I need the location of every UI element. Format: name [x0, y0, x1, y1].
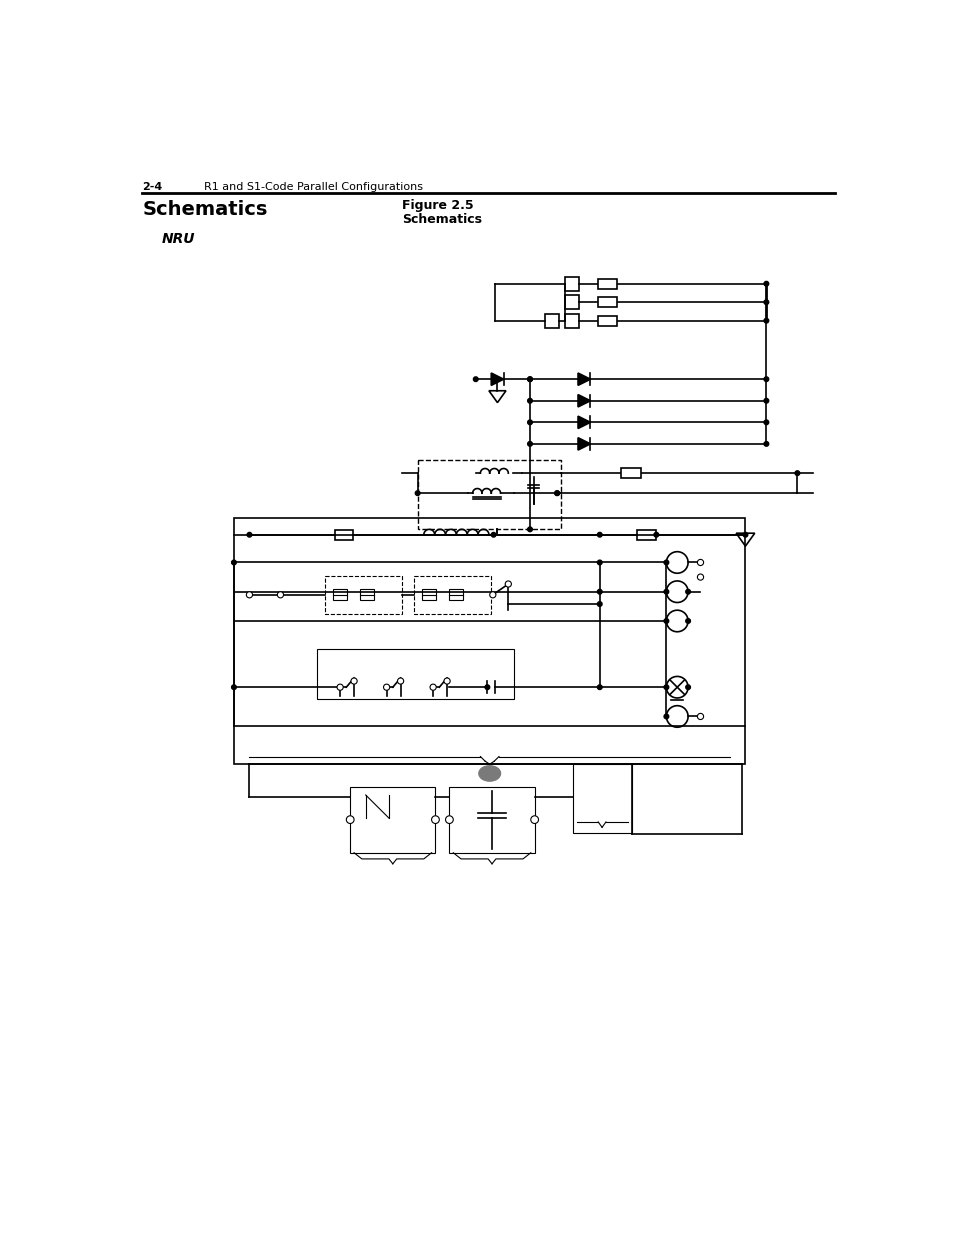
Circle shape	[232, 561, 236, 564]
Circle shape	[443, 678, 450, 684]
Circle shape	[763, 442, 768, 446]
Circle shape	[527, 377, 532, 382]
Circle shape	[346, 816, 354, 824]
Circle shape	[685, 589, 690, 594]
Bar	[620, 468, 640, 478]
Polygon shape	[491, 373, 503, 385]
Circle shape	[763, 319, 768, 324]
Bar	[598, 316, 617, 326]
Circle shape	[527, 377, 532, 382]
Bar	[564, 295, 578, 309]
Circle shape	[742, 532, 747, 537]
Circle shape	[794, 471, 799, 475]
Circle shape	[530, 816, 537, 824]
Bar	[414, 576, 491, 614]
Bar	[335, 530, 353, 540]
Bar	[637, 530, 655, 540]
Circle shape	[654, 532, 658, 537]
Circle shape	[527, 399, 532, 403]
Circle shape	[246, 592, 253, 598]
Bar	[564, 277, 578, 290]
Polygon shape	[578, 373, 590, 385]
Circle shape	[763, 282, 768, 287]
Circle shape	[763, 399, 768, 403]
Circle shape	[527, 442, 532, 446]
Circle shape	[663, 561, 668, 564]
Circle shape	[555, 490, 558, 495]
Circle shape	[445, 816, 453, 824]
Circle shape	[597, 532, 601, 537]
Circle shape	[397, 678, 403, 684]
Circle shape	[232, 685, 236, 689]
Polygon shape	[578, 437, 590, 450]
Bar	[545, 314, 558, 327]
Circle shape	[415, 490, 419, 495]
Circle shape	[555, 490, 558, 495]
Bar	[417, 461, 560, 530]
Bar	[333, 589, 347, 600]
Circle shape	[597, 685, 601, 689]
Circle shape	[489, 592, 496, 598]
Circle shape	[527, 420, 532, 425]
Polygon shape	[578, 395, 590, 406]
Circle shape	[431, 816, 439, 824]
Bar	[324, 576, 402, 614]
Bar	[449, 589, 463, 600]
Circle shape	[505, 580, 511, 587]
Bar	[233, 517, 744, 764]
Text: Schematics: Schematics	[402, 212, 481, 226]
Circle shape	[473, 377, 477, 382]
Circle shape	[277, 592, 283, 598]
Bar	[564, 314, 578, 327]
Text: Figure 2.5: Figure 2.5	[402, 199, 474, 212]
Bar	[422, 589, 436, 600]
Circle shape	[597, 589, 601, 594]
Text: NRU: NRU	[162, 232, 195, 246]
Bar	[316, 648, 514, 699]
Bar	[598, 298, 617, 308]
Circle shape	[383, 684, 390, 690]
Circle shape	[527, 527, 532, 531]
Bar	[598, 279, 617, 289]
Circle shape	[351, 678, 356, 684]
Circle shape	[430, 684, 436, 690]
Text: R1 and S1-Code Parallel Configurations: R1 and S1-Code Parallel Configurations	[204, 182, 423, 191]
Bar	[573, 764, 631, 834]
Circle shape	[663, 619, 668, 624]
Circle shape	[685, 685, 690, 689]
Text: Schematics: Schematics	[142, 200, 268, 220]
Polygon shape	[578, 416, 590, 429]
Circle shape	[247, 532, 252, 537]
Circle shape	[763, 300, 768, 305]
Circle shape	[597, 601, 601, 606]
Circle shape	[763, 420, 768, 425]
Circle shape	[597, 561, 601, 564]
Circle shape	[685, 619, 690, 624]
Circle shape	[763, 377, 768, 382]
Bar	[449, 787, 534, 852]
Text: 2-4: 2-4	[142, 182, 163, 191]
Circle shape	[697, 574, 703, 580]
Circle shape	[697, 559, 703, 566]
Circle shape	[336, 684, 343, 690]
Circle shape	[663, 589, 668, 594]
Circle shape	[663, 714, 668, 719]
Circle shape	[697, 714, 703, 720]
Ellipse shape	[478, 766, 500, 782]
Circle shape	[663, 685, 668, 689]
Circle shape	[491, 532, 496, 537]
Bar	[360, 589, 374, 600]
Bar	[350, 787, 435, 852]
Circle shape	[484, 685, 489, 689]
